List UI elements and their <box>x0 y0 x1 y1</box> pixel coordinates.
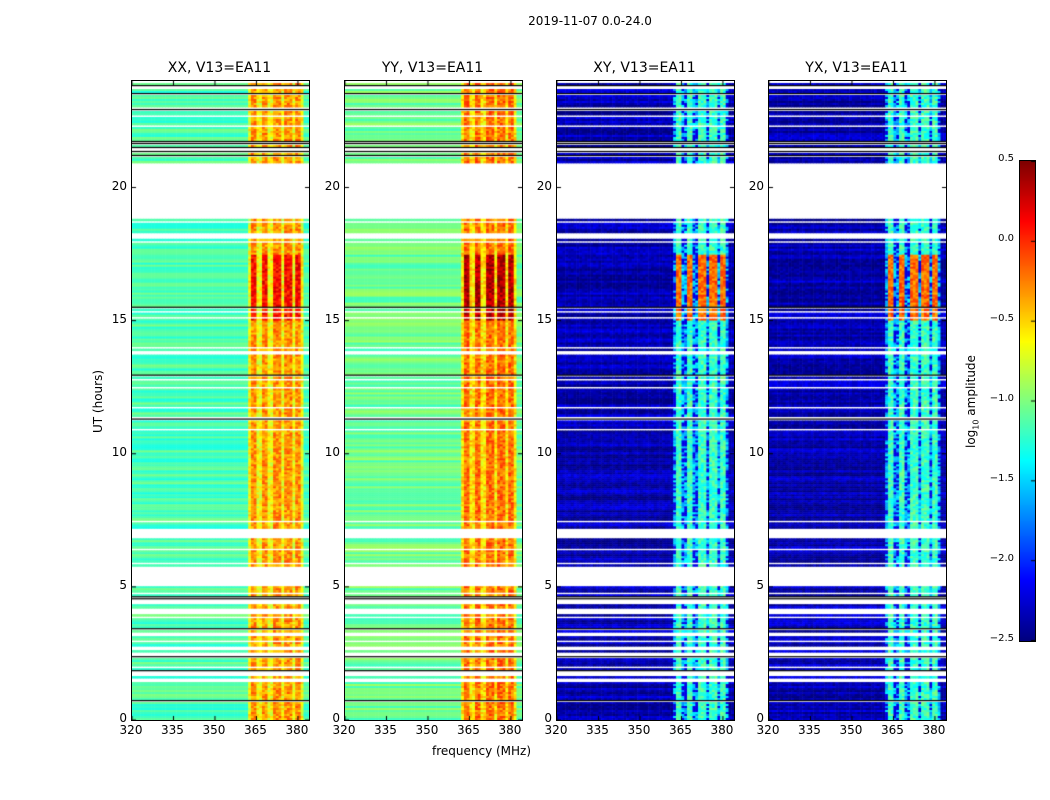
x-tick-label: 380 <box>922 723 946 737</box>
colorbar-tick-label: 0.5 <box>998 153 1014 164</box>
x-tick-label: 320 <box>332 723 356 737</box>
x-tick-label: 335 <box>374 723 397 737</box>
y-tick-label: 20 <box>111 178 127 193</box>
y-tick-label: 5 <box>332 577 340 592</box>
y-tick-label: 0 <box>332 711 340 725</box>
y-tick-label: 15 <box>111 311 127 326</box>
colorbar-label: log10 amplitude <box>964 355 981 448</box>
x-tick-label: 350 <box>202 723 226 737</box>
y-tick-label: 0 <box>756 711 764 725</box>
x-tick-label: 320 <box>756 723 780 737</box>
x-tick-label: 365 <box>881 723 904 737</box>
panel-title: XY, V13=EA11 <box>593 60 696 76</box>
x-tick-label: 320 <box>119 723 143 737</box>
colorbar-tick-label: −2.5 <box>989 633 1014 644</box>
y-axis-label: UT (hours) <box>91 369 105 433</box>
colorbar-tick-label: −1.5 <box>989 473 1014 484</box>
y-tick-label: 10 <box>536 444 552 459</box>
x-tick-label: 335 <box>798 723 821 737</box>
x-tick-label: 335 <box>161 723 184 737</box>
y-tick-label: 10 <box>748 444 764 459</box>
x-tick-label: 365 <box>244 723 267 737</box>
y-tick-label: 15 <box>536 311 552 326</box>
x-tick-label: 335 <box>586 723 609 737</box>
x-tick-label: 350 <box>415 723 439 737</box>
y-tick-label: 5 <box>756 577 764 592</box>
panel-title: XX, V13=EA11 <box>167 60 272 76</box>
x-tick-label: 380 <box>285 723 309 737</box>
panel-title: YX, V13=EA11 <box>805 60 908 76</box>
y-tick-label: 0 <box>544 711 552 725</box>
colorbar-tick-label: −1.0 <box>989 393 1014 404</box>
y-tick-label: 20 <box>536 178 552 193</box>
x-tick-label: 365 <box>669 723 692 737</box>
y-tick-label: 15 <box>748 311 764 326</box>
y-tick-label: 15 <box>324 311 340 326</box>
heatmap-panel-4 <box>768 80 947 721</box>
x-tick-label: 380 <box>710 723 734 737</box>
heatmap-panel-2 <box>344 80 523 721</box>
y-tick-label: 10 <box>324 444 340 459</box>
heatmap-panel-1 <box>131 80 310 721</box>
figure-title: 2019-11-07 0.0-24.0 <box>528 14 652 28</box>
colorbar-tick-label: 0.0 <box>998 233 1014 244</box>
x-tick-label: 320 <box>544 723 568 737</box>
panel-title: YY, V13=EA11 <box>381 60 484 76</box>
colorbar-tick-label: −2.0 <box>989 553 1014 564</box>
x-tick-label: 365 <box>457 723 480 737</box>
x-axis-label: frequency (MHz) <box>432 744 532 758</box>
y-tick-label: 5 <box>119 577 127 592</box>
y-tick-label: 20 <box>324 178 340 193</box>
x-tick-label: 350 <box>839 723 863 737</box>
heatmap-panel-3 <box>556 80 735 721</box>
x-tick-label: 350 <box>627 723 651 737</box>
colorbar-tick-label: −0.5 <box>989 313 1014 324</box>
y-tick-label: 5 <box>544 577 552 592</box>
colorbar <box>1019 160 1036 642</box>
y-tick-label: 0 <box>119 711 127 725</box>
x-tick-label: 380 <box>498 723 522 737</box>
y-tick-label: 20 <box>748 178 764 193</box>
y-tick-label: 10 <box>111 444 127 459</box>
